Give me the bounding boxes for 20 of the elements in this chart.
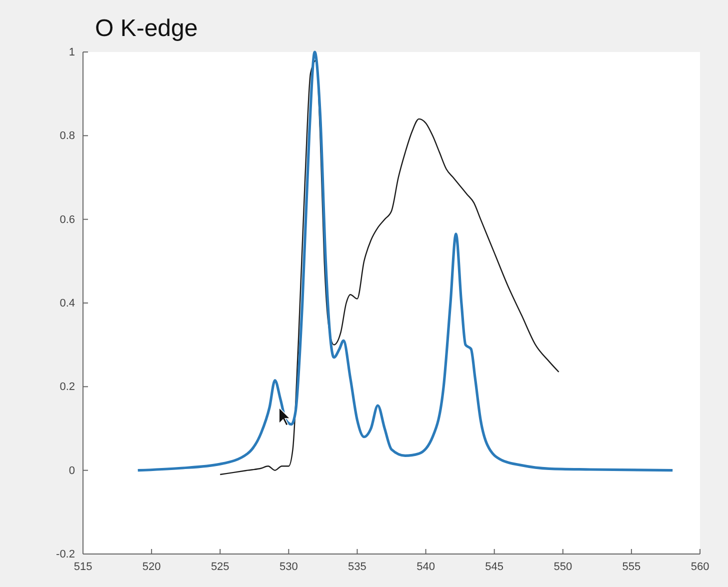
x-tick-label: 560 (690, 560, 710, 573)
x-tick-label: 525 (210, 560, 230, 573)
x-tick-label: 545 (485, 560, 504, 573)
line-series (220, 60, 560, 476)
chart-title: O K-edge (95, 15, 198, 42)
x-tick-label: 540 (416, 560, 435, 573)
y-tick-label: 0 (68, 464, 75, 477)
line-series (136, 50, 674, 472)
y-tick-label: 0.8 (60, 130, 75, 142)
y-tick-label: 0.2 (60, 381, 75, 394)
y-tick-label: 0.4 (60, 298, 75, 310)
x-tick-label: 530 (279, 560, 298, 573)
x-tick-label: 550 (554, 560, 572, 573)
x-tick-label: 515 (74, 560, 92, 573)
x-tick-label: 520 (142, 560, 161, 573)
y-tick-label: 0.6 (60, 214, 75, 226)
x-tick-label: 535 (348, 560, 366, 573)
x-tick-label: 555 (622, 560, 641, 573)
y-tick-label: -0.2 (56, 548, 75, 561)
y-tick-label: 1 (68, 46, 75, 59)
